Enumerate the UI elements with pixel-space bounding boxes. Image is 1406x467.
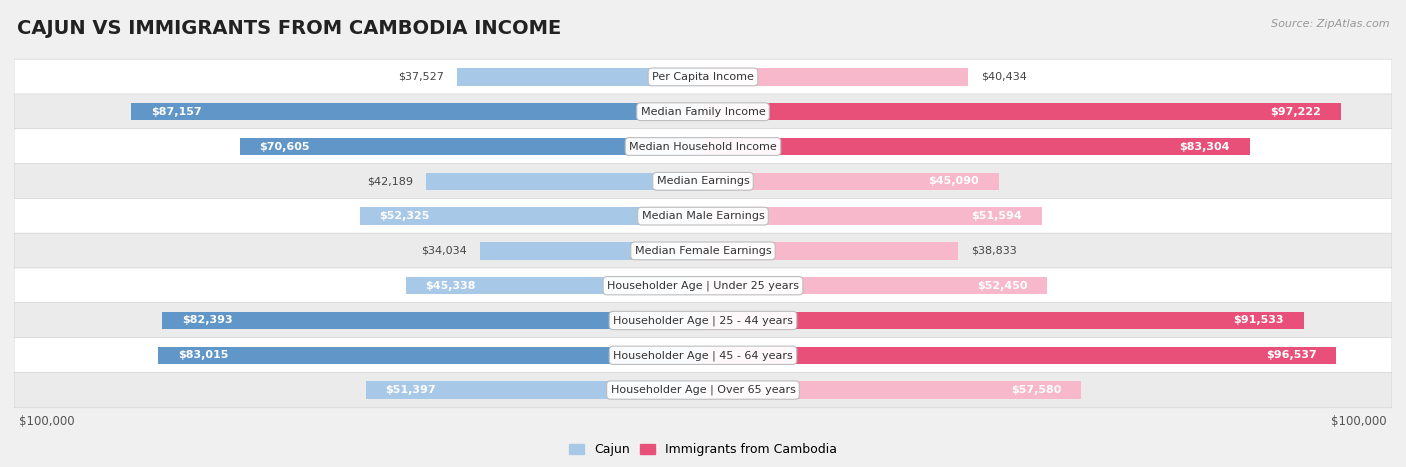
Bar <box>457 68 703 85</box>
Text: Median Male Earnings: Median Male Earnings <box>641 211 765 221</box>
FancyBboxPatch shape <box>14 163 1392 199</box>
Bar <box>703 207 1042 225</box>
Bar <box>162 312 703 329</box>
Bar <box>479 242 703 260</box>
Text: $52,450: $52,450 <box>977 281 1028 290</box>
FancyBboxPatch shape <box>14 303 1392 338</box>
FancyBboxPatch shape <box>14 94 1392 129</box>
Text: Median Family Income: Median Family Income <box>641 107 765 117</box>
Text: $45,090: $45,090 <box>928 177 979 186</box>
Bar <box>703 138 1250 155</box>
Bar <box>703 173 998 190</box>
Text: Per Capita Income: Per Capita Income <box>652 72 754 82</box>
Text: $42,189: $42,189 <box>367 177 413 186</box>
Text: CAJUN VS IMMIGRANTS FROM CAMBODIA INCOME: CAJUN VS IMMIGRANTS FROM CAMBODIA INCOME <box>17 19 561 38</box>
Bar <box>240 138 703 155</box>
Text: $38,833: $38,833 <box>972 246 1017 256</box>
Text: Median Female Earnings: Median Female Earnings <box>634 246 772 256</box>
Bar <box>366 382 703 399</box>
Text: $87,157: $87,157 <box>150 107 201 117</box>
FancyBboxPatch shape <box>14 233 1392 269</box>
Text: Median Household Income: Median Household Income <box>628 142 778 151</box>
Text: $40,434: $40,434 <box>981 72 1028 82</box>
Bar <box>703 68 969 85</box>
Text: $70,605: $70,605 <box>260 142 309 151</box>
Text: Source: ZipAtlas.com: Source: ZipAtlas.com <box>1271 19 1389 28</box>
Legend: Cajun, Immigrants from Cambodia: Cajun, Immigrants from Cambodia <box>564 439 842 461</box>
Bar <box>131 103 703 120</box>
FancyBboxPatch shape <box>14 198 1392 234</box>
Bar <box>405 277 703 294</box>
Text: $51,594: $51,594 <box>972 211 1022 221</box>
Bar <box>703 347 1337 364</box>
Text: Householder Age | Under 25 years: Householder Age | Under 25 years <box>607 281 799 291</box>
Bar <box>426 173 703 190</box>
Text: Householder Age | Over 65 years: Householder Age | Over 65 years <box>610 385 796 396</box>
Bar <box>360 207 703 225</box>
Text: Median Earnings: Median Earnings <box>657 177 749 186</box>
Text: Householder Age | 45 - 64 years: Householder Age | 45 - 64 years <box>613 350 793 361</box>
Text: Householder Age | 25 - 44 years: Householder Age | 25 - 44 years <box>613 315 793 326</box>
Text: $45,338: $45,338 <box>425 281 475 290</box>
Text: $83,304: $83,304 <box>1180 142 1230 151</box>
Text: $52,325: $52,325 <box>380 211 430 221</box>
Bar <box>159 347 703 364</box>
FancyBboxPatch shape <box>14 338 1392 373</box>
FancyBboxPatch shape <box>14 372 1392 408</box>
FancyBboxPatch shape <box>14 268 1392 304</box>
FancyBboxPatch shape <box>14 129 1392 164</box>
Bar <box>703 103 1341 120</box>
Text: $96,537: $96,537 <box>1265 350 1317 360</box>
Bar <box>703 382 1081 399</box>
Bar <box>703 312 1303 329</box>
Text: $91,533: $91,533 <box>1233 316 1284 325</box>
Text: $57,580: $57,580 <box>1011 385 1062 395</box>
FancyBboxPatch shape <box>14 59 1392 95</box>
Text: $51,397: $51,397 <box>385 385 436 395</box>
Text: $83,015: $83,015 <box>179 350 228 360</box>
Bar <box>703 242 957 260</box>
Text: $97,222: $97,222 <box>1271 107 1322 117</box>
Bar <box>703 277 1047 294</box>
Text: $82,393: $82,393 <box>181 316 233 325</box>
Text: $34,034: $34,034 <box>420 246 467 256</box>
Text: $37,527: $37,527 <box>398 72 444 82</box>
